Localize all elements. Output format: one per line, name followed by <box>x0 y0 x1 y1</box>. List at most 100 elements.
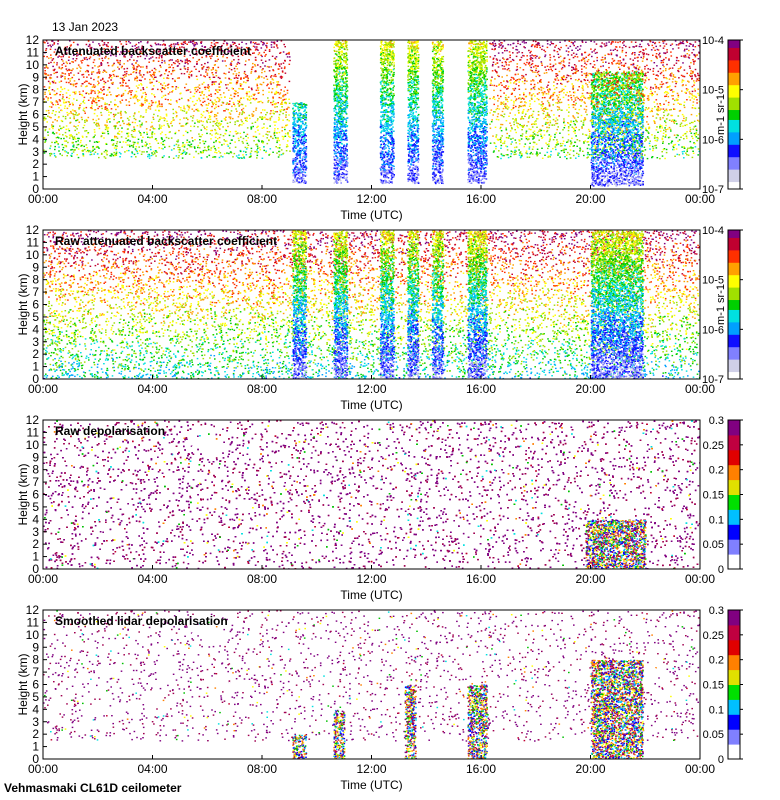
feature-precipitation-cloud <box>590 71 645 187</box>
feature-cloud-column <box>467 40 488 184</box>
colorbar-tick-label: 0.15 <box>703 680 724 692</box>
heatmap-field <box>43 40 700 187</box>
y-tick-label: 7 <box>32 665 39 679</box>
feature-cloud-column <box>333 230 349 379</box>
y-tick-label: 11 <box>27 425 40 439</box>
colorbar-tick-label: 10-4 <box>702 35 724 47</box>
x-tick-label: 04:00 <box>137 572 167 586</box>
feature-cloud-column <box>379 230 395 379</box>
colorbar-tick-label: 10-6 <box>702 134 724 146</box>
y-tick-label: 1 <box>32 550 39 564</box>
colorbar-tick-label: 0.25 <box>703 440 724 452</box>
y-axis-label: Height (km) <box>16 653 30 715</box>
y-tick-label: 2 <box>32 157 39 171</box>
heatmap-field <box>43 610 700 759</box>
feature-cloud-column <box>333 40 349 184</box>
y-tick-label: 3 <box>32 335 39 349</box>
x-tick-label: 12:00 <box>356 382 386 396</box>
y-tick-label: 2 <box>32 537 39 551</box>
feature-noise-aloft <box>489 40 700 160</box>
x-tick-label: 20:00 <box>575 572 605 586</box>
feature-cloud-column <box>292 102 308 184</box>
x-tick-label: 08:00 <box>247 762 277 776</box>
x-tick-label: 00:00 <box>28 572 58 586</box>
y-tick-label: 6 <box>32 678 39 692</box>
x-tick-label: 00:00 <box>28 762 58 776</box>
site-label: Vehmasmaki CL61D ceilometer <box>4 781 181 795</box>
y-axis-label: Height (km) <box>16 273 30 335</box>
y-tick-label: 8 <box>32 83 39 97</box>
y-tick-label: 6 <box>32 108 39 122</box>
colorbar-tick-label: 0.1 <box>709 514 724 526</box>
y-tick-label: 10 <box>26 58 40 72</box>
x-axis-label: Time (UTC) <box>340 398 402 412</box>
x-tick-label: 08:00 <box>247 382 277 396</box>
y-tick-label: 1 <box>32 170 39 184</box>
y-tick-label: 11 <box>27 235 40 249</box>
colorbar-tick-label: 0.25 <box>703 630 724 642</box>
x-tick-label: 00:00 <box>685 762 715 776</box>
x-tick-label: 00:00 <box>28 382 58 396</box>
y-tick-label: 0 <box>32 562 39 576</box>
x-tick-label: 12:00 <box>356 192 386 206</box>
x-tick-label: 08:00 <box>247 572 277 586</box>
y-tick-label: 6 <box>32 298 39 312</box>
heatmap-field <box>43 230 700 379</box>
y-tick-label: 4 <box>32 322 39 336</box>
panel-2: Raw attenuated backscatter coefficient01… <box>16 223 743 412</box>
y-tick-label: 9 <box>32 260 39 274</box>
x-tick-label: 12:00 <box>356 572 386 586</box>
feature-cloud-column <box>379 40 395 185</box>
heatmap-field <box>43 420 700 569</box>
x-tick-label: 12:00 <box>356 762 386 776</box>
colorbar: 0 0.05 0.1 0.15 0.2 0.25 0.3 <box>703 415 743 576</box>
x-tick-label: 20:00 <box>575 762 605 776</box>
x-tick-label: 16:00 <box>466 572 496 586</box>
x-tick-label: 20:00 <box>575 382 605 396</box>
y-tick-label: 7 <box>32 95 39 109</box>
colorbar-tick-label: 0.2 <box>709 465 724 477</box>
colorbar-tick-label: 0.05 <box>703 539 724 551</box>
y-tick-label: 0 <box>32 752 39 766</box>
y-tick-label: 1 <box>32 360 39 374</box>
y-tick-label: 8 <box>32 273 39 287</box>
y-tick-label: 10 <box>26 438 40 452</box>
colorbar-tick-label: 0 <box>718 754 724 766</box>
x-tick-label: 16:00 <box>466 192 496 206</box>
x-tick-label: 20:00 <box>575 192 605 206</box>
feature-cloud-column <box>467 684 489 759</box>
colorbar-unit: m-1 sr-1 <box>715 284 727 325</box>
y-tick-label: 5 <box>32 690 39 704</box>
y-tick-label: 5 <box>32 120 39 134</box>
colorbar-unit: m-1 sr-1 <box>715 94 727 135</box>
y-axis-label: Height (km) <box>16 83 30 145</box>
y-tick-label: 10 <box>26 628 40 642</box>
y-tick-label: 7 <box>32 475 39 489</box>
colorbar-tick-label: 10-5 <box>702 275 724 287</box>
colorbar-tick-label: 10-6 <box>702 324 724 336</box>
feature-cloud-column <box>407 40 420 185</box>
y-tick-label: 7 <box>32 285 39 299</box>
x-tick-label: 16:00 <box>466 762 496 776</box>
colorbar-tick-label: 0 <box>718 564 724 576</box>
x-tick-label: 08:00 <box>247 192 277 206</box>
x-tick-label: 16:00 <box>466 382 496 396</box>
feature-cloud-column <box>467 230 489 379</box>
date-label: 13 Jan 2023 <box>52 20 118 34</box>
colorbar-tick-label: 0.15 <box>703 490 724 502</box>
y-tick-label: 12 <box>26 33 40 47</box>
feature-cloud-column <box>404 684 417 759</box>
y-tick-label: 4 <box>32 132 39 146</box>
panel-title: Smoothed lidar depolarisation <box>55 614 228 628</box>
y-tick-label: 5 <box>32 500 39 514</box>
x-tick-label: 00:00 <box>685 382 715 396</box>
x-axis-label: Time (UTC) <box>340 208 402 222</box>
y-tick-label: 0 <box>32 372 39 386</box>
feature-cloud-column <box>407 230 420 379</box>
colorbar-tick-label: 10-5 <box>702 85 724 97</box>
y-tick-label: 2 <box>32 727 39 741</box>
x-axis-label: Time (UTC) <box>340 588 402 602</box>
y-tick-label: 12 <box>26 603 40 617</box>
